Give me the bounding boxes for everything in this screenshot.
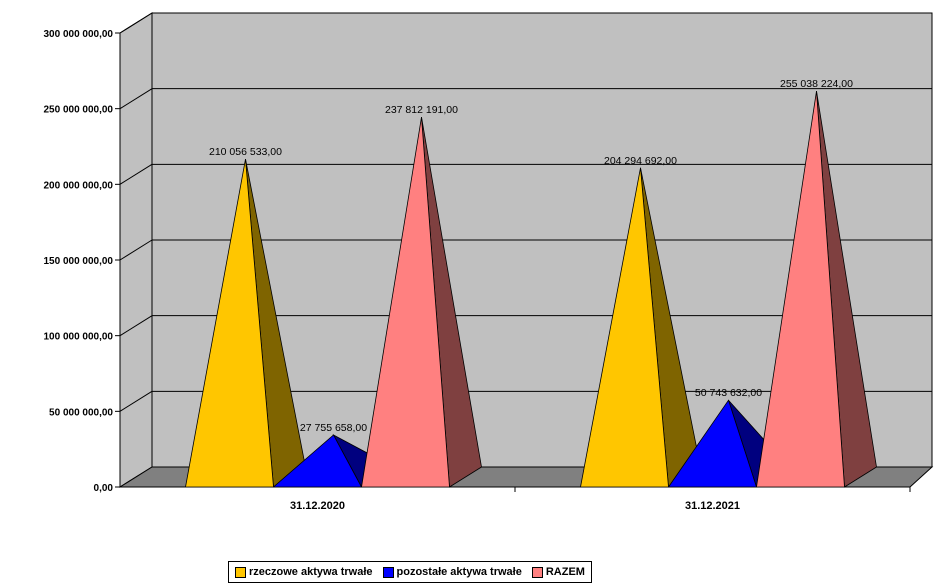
pyramid-front (756, 90, 845, 488)
gridline-depth (119, 315, 153, 337)
gridline-depth (119, 163, 153, 185)
y-tick-label: 50 000 000,00 (49, 407, 113, 418)
y-tick-label: 250 000 000,00 (43, 105, 113, 116)
y-tick-label: 200 000 000,00 (43, 180, 113, 191)
legend-label: rzeczowe aktywa trwałe (249, 566, 373, 578)
legend-swatch (382, 566, 394, 578)
legend-item: RAZEM (531, 566, 585, 578)
y-tick-label: 150 000 000,00 (43, 256, 113, 267)
x-tick-label: 31.12.2020 (290, 500, 345, 512)
y-tick-label: 300 000 000,00 (43, 29, 113, 40)
x-tick-label: 31.12.2021 (685, 500, 740, 512)
legend-label: pozostałe aktywa trwałe (396, 566, 522, 578)
gridline-depth (119, 88, 153, 110)
y-tick-label: 100 000 000,00 (43, 332, 113, 343)
gridline-depth (119, 390, 153, 412)
data-label: 255 038 224,00 (780, 78, 853, 90)
data-label: 27 755 658,00 (300, 422, 367, 434)
legend-label: RAZEM (545, 566, 585, 578)
chart-legend: rzeczowe aktywa trwałe pozostałe aktywa t… (228, 561, 592, 583)
gridline-depth (119, 12, 153, 34)
pyramid-front (361, 117, 450, 488)
pyramid-front (272, 434, 363, 488)
pyramid-front (185, 159, 274, 488)
data-label: 237 812 191,00 (385, 104, 458, 116)
legend-swatch (531, 566, 543, 578)
legend-item: pozostałe aktywa trwałe (382, 566, 522, 578)
data-label: 204 294 692,00 (604, 155, 677, 167)
data-label: 210 056 533,00 (209, 146, 282, 158)
pyramid-front (667, 399, 758, 488)
y-tick-label: 0,00 (94, 483, 114, 494)
data-label: 50 743 632,00 (695, 387, 762, 399)
pyramid-front (580, 167, 669, 488)
pyramid-chart: 0,00 50 000 000,00 100 000 000,00 150 000 0… (43, 12, 934, 512)
legend-swatch (235, 566, 246, 578)
gridline-depth (119, 239, 153, 261)
legend-item: rzeczowe aktywa trwałe (235, 566, 373, 578)
